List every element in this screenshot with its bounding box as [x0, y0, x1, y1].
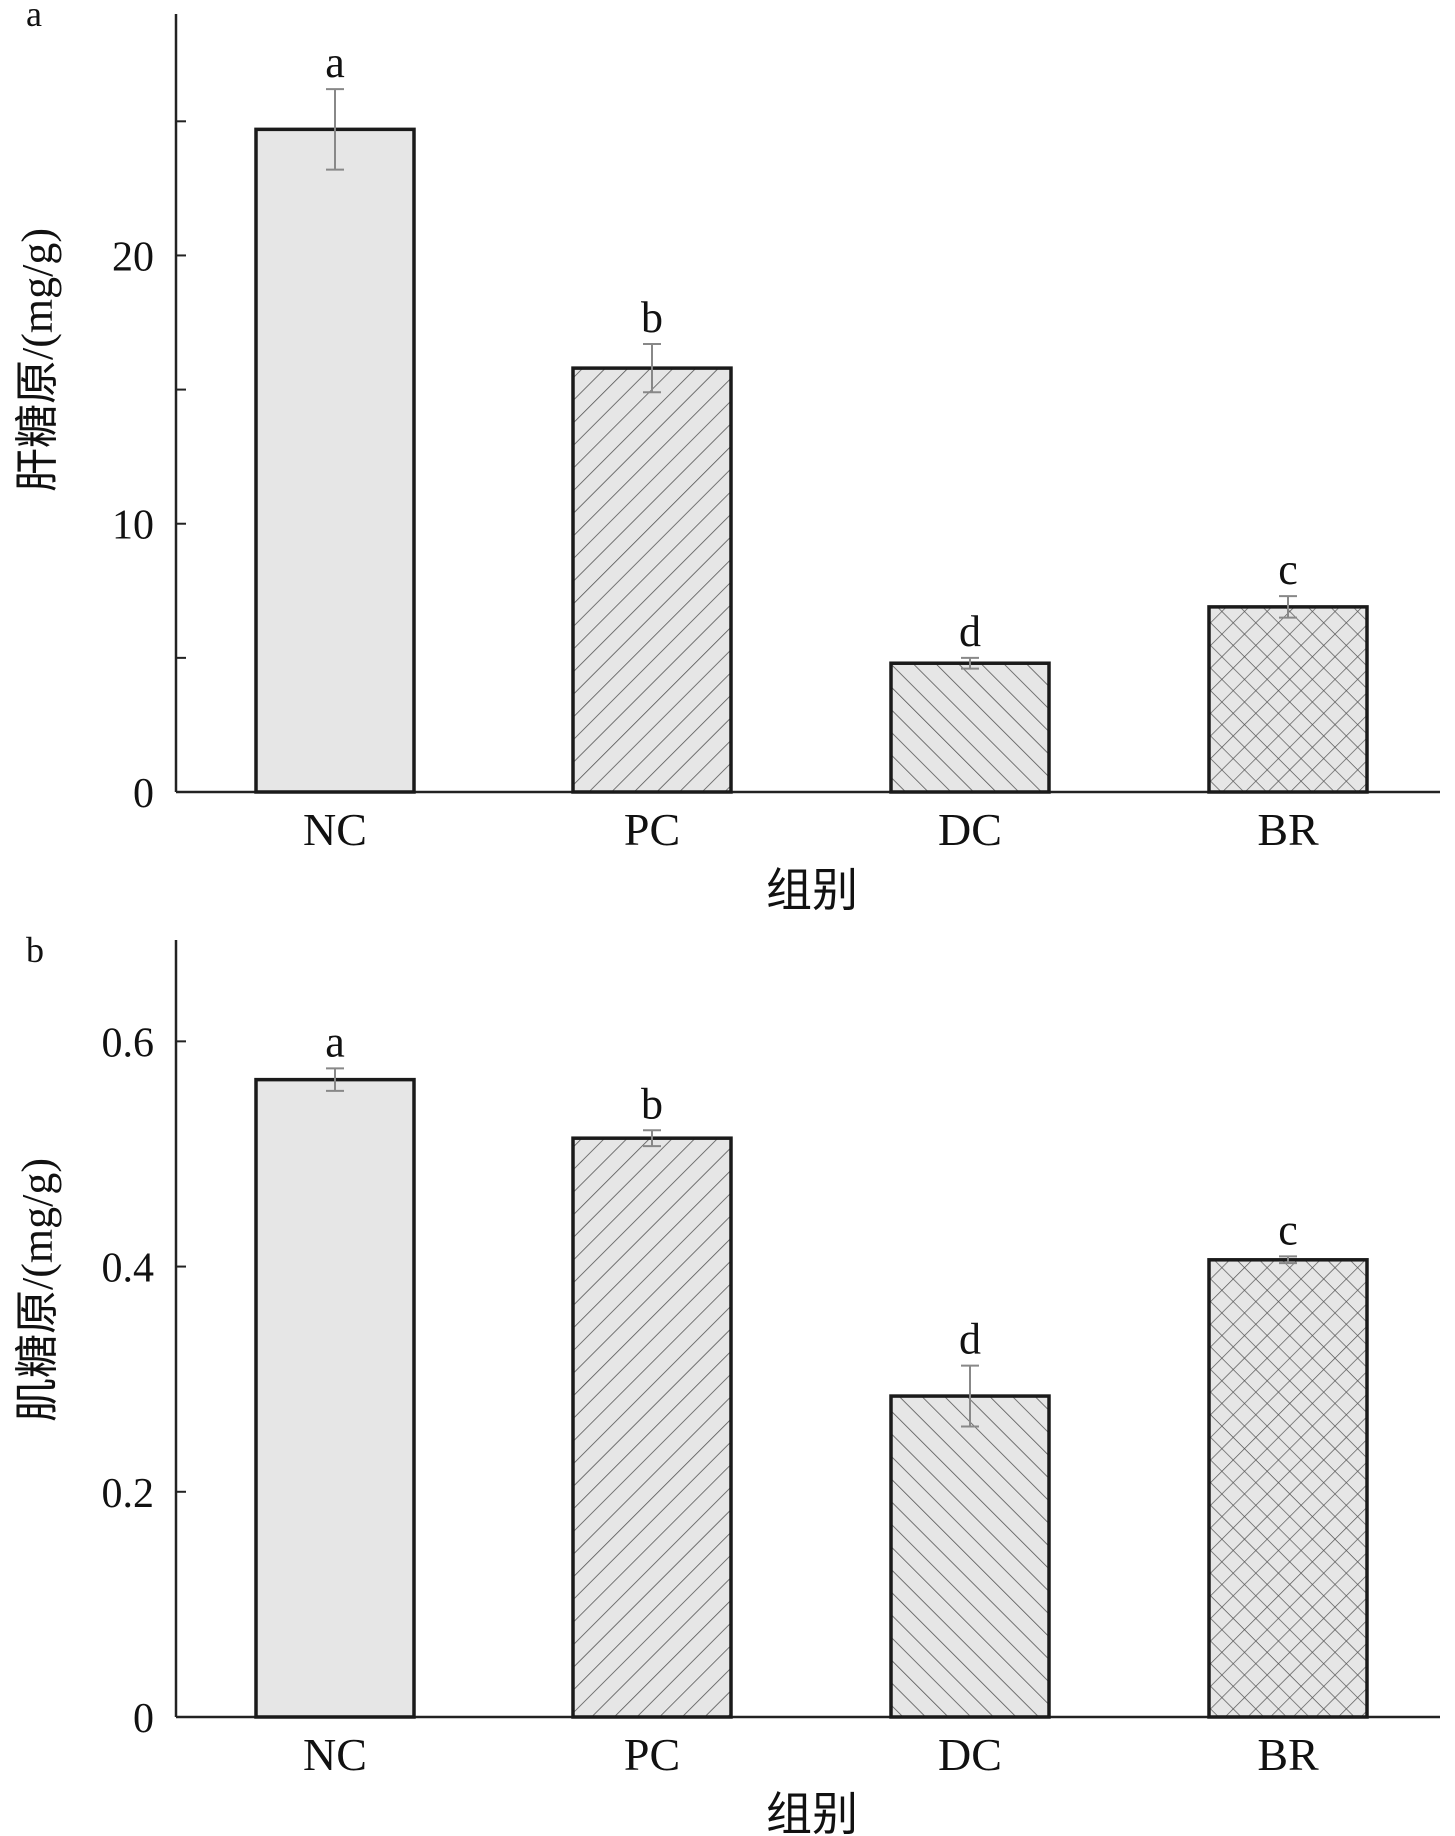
error-bar: [961, 656, 979, 670]
significance-label: a: [325, 38, 345, 87]
error-bar: [326, 1067, 344, 1092]
y-tick-label: 0.2: [102, 1471, 155, 1517]
y-axis-label-b: 肌糖原/(mg/g): [13, 1158, 62, 1422]
x-tick-label: NC: [303, 1729, 367, 1780]
bar-pc: [571, 1136, 733, 1719]
x-tick-label: DC: [938, 804, 1002, 855]
x-axis-label-b: 组别: [766, 1789, 858, 1836]
panel-b: b 肌糖原/(mg/g) 组别 0 0.2 0.4 0.6 a NC b PC d DC c BR: [13, 930, 1440, 1836]
bar-pc: [571, 366, 733, 794]
error-bar: [1279, 595, 1297, 619]
x-tick-label: NC: [303, 804, 367, 855]
error-bar: [961, 1364, 979, 1428]
significance-label: a: [325, 1017, 345, 1066]
error-bar: [1279, 1255, 1297, 1265]
bar-dc: [889, 1394, 1051, 1719]
panel-a: a 肝糖原/(mg/g) 组别 0 10 20 a NC b PC d DC c BR: [13, 0, 1440, 916]
x-tick-label: DC: [938, 1729, 1002, 1780]
significance-label: c: [1278, 545, 1298, 594]
x-axis-label-a: 组别: [766, 865, 858, 916]
bar-br: [1207, 1258, 1369, 1719]
y-axis-label-a: 肝糖原/(mg/g): [13, 228, 62, 492]
x-tick-label: PC: [624, 804, 680, 855]
panel-label-b: b: [26, 930, 44, 970]
error-bar: [643, 342, 661, 394]
significance-label: b: [641, 293, 663, 342]
error-bar: [643, 1129, 661, 1148]
bar-nc: [254, 127, 416, 794]
y-tick-label: 0.6: [102, 1020, 155, 1066]
bar-br: [1207, 605, 1369, 794]
panel-label-a: a: [26, 0, 42, 34]
x-tick-label: PC: [624, 1729, 680, 1780]
x-tick-label: BR: [1257, 1729, 1319, 1780]
y-tick-label: 0: [133, 1696, 154, 1742]
significance-label: c: [1278, 1205, 1298, 1254]
significance-label: d: [959, 607, 981, 656]
plot-area-b: 0 0.2 0.4 0.6 a NC b PC d DC c BR: [102, 940, 1440, 1780]
x-tick-label: BR: [1257, 804, 1319, 855]
bar-nc: [254, 1077, 416, 1719]
significance-label: d: [959, 1315, 981, 1364]
bar-dc: [889, 661, 1051, 794]
y-tick-label: 0.4: [102, 1246, 155, 1292]
y-tick-label: 20: [112, 234, 154, 280]
plot-area-a: 0 10 20 a NC b PC d DC c BR: [112, 14, 1440, 855]
error-bar: [326, 88, 344, 171]
significance-label: b: [641, 1079, 663, 1128]
y-tick-label: 10: [112, 503, 154, 549]
y-tick-label: 0: [133, 771, 154, 817]
